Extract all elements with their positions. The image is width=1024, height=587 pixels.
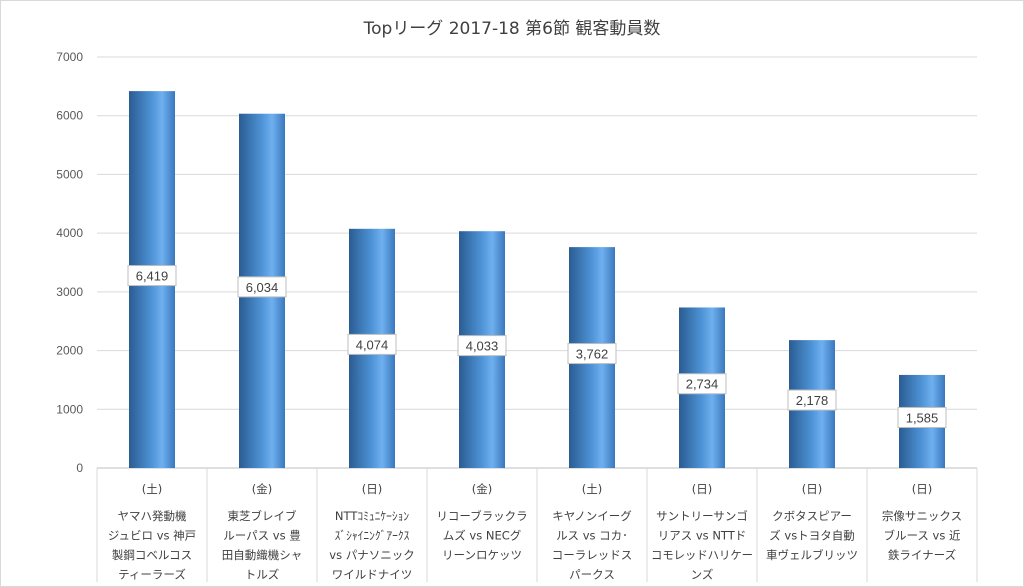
data-label: 4,074 [356,337,389,352]
x-tick-label: NTTｺﾐｭﾆｹｰｼｮﾝ [335,509,409,523]
data-label-box [677,373,727,395]
x-tick-label: ワイルドナイツ [332,568,413,582]
x-tick-label: ｽﾞｼｬｲﾆﾝｸﾞｱｰｸｽ [335,529,410,543]
data-label-box [897,406,947,428]
y-tick-label: 5000 [56,167,83,181]
data-labels: 6,419 6,034 4,074 4,033 3,762 2,734 2,178 1,585 [127,265,947,428]
data-label-box [457,335,507,357]
x-tick-label: ブルース vs 近 [883,529,961,543]
x-tick-day: (土) [582,482,602,496]
x-tick-label: トルズ [245,568,280,582]
y-tick-label: 7000 [56,50,83,64]
y-tick-label: 4000 [56,226,83,240]
data-label: 2,734 [686,377,719,392]
x-tick-label: コモレッドハリケー [651,548,753,562]
x-tick-label: ティーラーズ [118,568,186,582]
x-tick-label: リコーブラックラ [436,509,527,523]
y-tick-label: 2000 [56,344,83,358]
x-tick-label: ジュビロ vs 神戸 [108,529,196,543]
x-tick-label: クボタスピアー [772,509,852,523]
x-tick-day: (日) [912,482,932,496]
data-label: 6,034 [246,280,279,295]
x-tick-label: ヤマハ発動機 [118,509,187,523]
y-tick-label: 6000 [56,109,83,123]
x-tick-label: ルーパス vs 豊 [223,529,301,543]
x-tick-day: (金) [472,482,492,496]
x-tick-label: ズ vsトヨタ自動 [769,529,854,543]
data-label: 2,178 [796,393,829,408]
data-label: 3,762 [576,347,609,362]
x-tick-label: キヤノンイーグ [552,509,632,523]
x-tick-day: (日) [692,482,712,496]
x-tick-day: (土) [142,482,162,496]
data-label-box [127,265,177,287]
x-tick-label: サントリーサンゴ [656,509,748,523]
data-label: 4,033 [466,339,499,354]
y-tick-label: 0 [76,461,83,475]
x-tick-day: (金) [252,482,272,496]
x-tick-label: 車ヴェルブリッツ [766,548,858,562]
x-tick-day: (日) [362,482,382,496]
y-tick-label: 1000 [56,402,83,416]
x-tick-label: 田自動織機シャ [222,548,303,562]
x-tick-label: ルス vs コカ･ [556,529,628,543]
x-tick-day: (日) [802,482,822,496]
x-tick-label: コーラレッドス [552,548,633,562]
data-label: 1,585 [906,410,939,425]
x-tick-label: リーンロケッツ [442,548,522,562]
y-axis: 0 1000 2000 3000 4000 5000 6000 7000 [56,50,83,475]
x-tick-label: パークス [569,568,615,582]
y-tick-label: 3000 [56,285,83,299]
x-tick-label: 鉄ライナーズ [888,548,956,562]
x-tick-label: リアス vs NTTド [658,529,747,543]
x-tick-label: 製鋼コベルコス [112,548,192,562]
data-label: 6,419 [136,269,169,284]
data-label-box [347,333,397,355]
chart-title: Topリーグ 2017-18 第6節 観客動員数 [363,19,661,39]
gridlines [97,56,977,469]
x-tick-label: ムズ vs NECグ [443,529,522,543]
x-tick-label: ンズ [691,568,714,582]
x-tick-label: vs パナソニック [329,548,414,562]
data-label-box [787,389,837,411]
data-label-box [237,276,287,298]
x-tick-label: 東芝ブレイブ [228,509,297,523]
x-tick-label: 宗像サニックス [882,509,962,523]
data-label-box [567,343,617,365]
